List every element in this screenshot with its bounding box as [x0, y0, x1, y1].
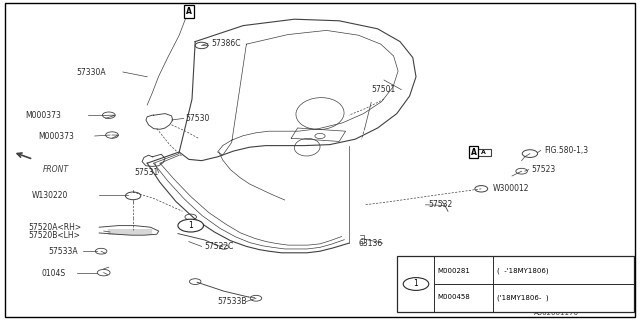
Text: 57330A: 57330A	[77, 68, 106, 76]
Text: M000281: M000281	[438, 268, 470, 274]
Text: 57530: 57530	[186, 114, 210, 123]
Text: 57523: 57523	[531, 165, 556, 174]
Text: 57501: 57501	[371, 85, 396, 94]
Text: 57386C: 57386C	[211, 39, 241, 48]
Text: ('18MY1806-  ): ('18MY1806- )	[497, 294, 548, 301]
Text: 57531: 57531	[134, 168, 159, 177]
Text: 57522C: 57522C	[205, 242, 234, 251]
Text: M000373: M000373	[38, 132, 74, 140]
Text: FIG.580-1,3: FIG.580-1,3	[544, 146, 588, 155]
Text: A: A	[186, 7, 192, 16]
Circle shape	[178, 219, 204, 232]
Text: M000458: M000458	[438, 294, 470, 300]
Text: 0104S: 0104S	[42, 269, 66, 278]
Text: 57532: 57532	[429, 200, 453, 209]
Text: W300012: W300012	[493, 184, 529, 193]
Text: A: A	[470, 148, 477, 156]
Text: 57533B: 57533B	[218, 297, 247, 306]
Text: 57520A<RH>: 57520A<RH>	[29, 223, 82, 232]
Text: M000373: M000373	[26, 111, 61, 120]
Bar	[397, 256, 634, 312]
Circle shape	[403, 278, 429, 291]
Text: A562001176: A562001176	[534, 310, 579, 316]
Text: 1: 1	[413, 279, 419, 289]
Text: A: A	[481, 150, 486, 155]
Text: 57520B<LH>: 57520B<LH>	[29, 231, 81, 240]
Text: 57533A: 57533A	[48, 247, 77, 256]
Text: 63136: 63136	[358, 239, 383, 248]
Bar	[477, 149, 491, 156]
Text: FRONT: FRONT	[43, 165, 69, 174]
Text: (  -'18MY1806): ( -'18MY1806)	[497, 267, 548, 274]
Text: 1: 1	[188, 221, 193, 230]
Text: W130220: W130220	[32, 191, 68, 200]
